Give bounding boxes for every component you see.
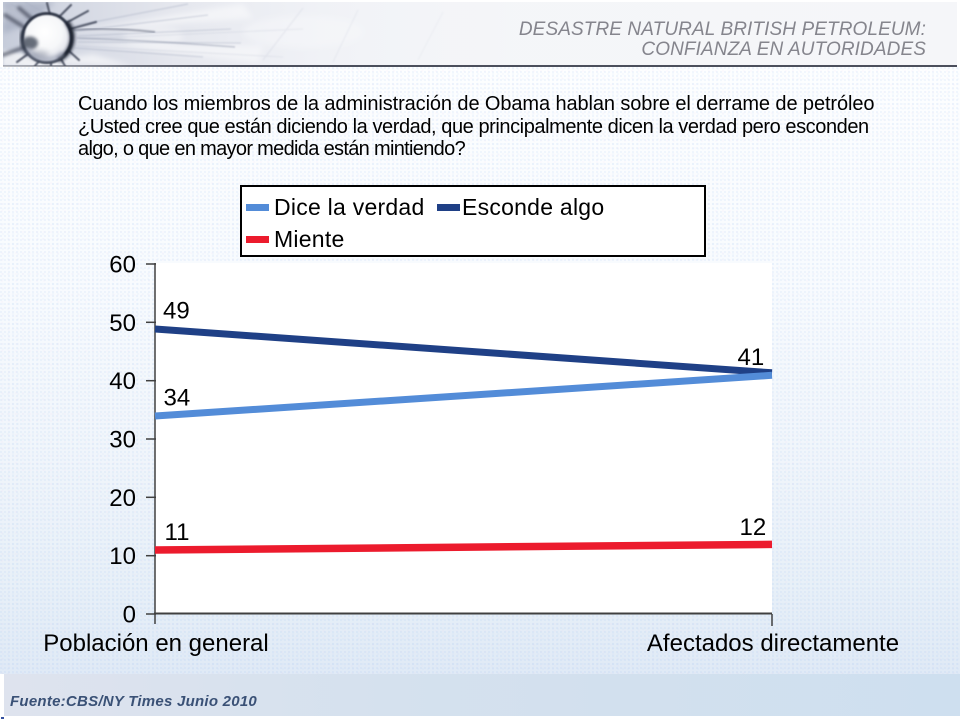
svg-text:60: 60	[109, 252, 136, 279]
svg-text:11: 11	[165, 519, 190, 546]
svg-text:50: 50	[109, 310, 136, 337]
svg-text:12: 12	[740, 514, 767, 541]
svg-text:49: 49	[163, 298, 190, 325]
svg-text:0: 0	[123, 602, 136, 629]
svg-text:20: 20	[109, 485, 136, 512]
svg-text:Afectados directamente: Afectados directamente	[647, 630, 899, 657]
svg-text:10: 10	[109, 543, 136, 570]
svg-text:30: 30	[109, 427, 136, 454]
svg-text:41: 41	[738, 344, 765, 371]
svg-text:34: 34	[164, 385, 191, 412]
svg-text:Población en general: Población en general	[43, 630, 269, 657]
svg-text:40: 40	[109, 368, 136, 395]
